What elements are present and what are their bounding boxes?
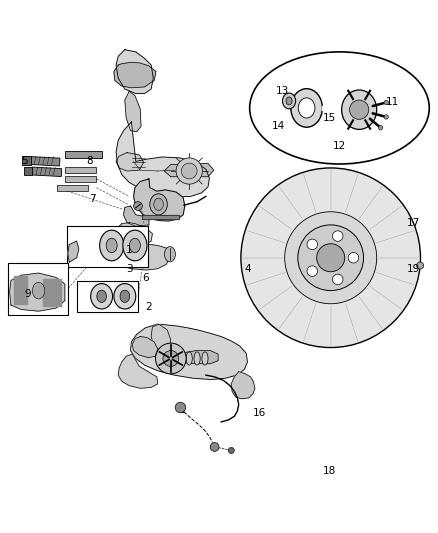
Polygon shape [125, 91, 141, 132]
Circle shape [307, 239, 318, 249]
Polygon shape [118, 354, 158, 388]
Circle shape [417, 262, 424, 269]
Ellipse shape [165, 247, 175, 262]
Ellipse shape [179, 352, 185, 365]
Ellipse shape [250, 52, 429, 164]
Ellipse shape [97, 290, 106, 302]
Bar [65, 167, 96, 173]
Text: 14: 14 [272, 122, 285, 131]
Bar [57, 184, 88, 191]
Ellipse shape [123, 230, 147, 261]
Polygon shape [14, 276, 27, 304]
Ellipse shape [298, 98, 315, 118]
Ellipse shape [202, 352, 208, 365]
Text: 18: 18 [323, 466, 336, 477]
Polygon shape [151, 324, 171, 351]
Polygon shape [10, 273, 65, 311]
Text: 5: 5 [21, 156, 28, 166]
Circle shape [175, 402, 186, 413]
Text: 6: 6 [142, 273, 149, 284]
Text: 17: 17 [407, 217, 420, 228]
Polygon shape [164, 164, 214, 177]
Polygon shape [124, 206, 149, 226]
Bar [30, 157, 60, 166]
Polygon shape [116, 122, 209, 197]
Ellipse shape [99, 230, 124, 261]
Circle shape [384, 100, 389, 104]
Circle shape [285, 212, 377, 304]
Text: 15: 15 [323, 114, 336, 124]
Circle shape [307, 266, 318, 277]
Circle shape [134, 201, 142, 211]
Circle shape [348, 253, 359, 263]
Polygon shape [118, 223, 152, 246]
Text: 13: 13 [276, 86, 289, 96]
Polygon shape [322, 106, 325, 110]
Circle shape [317, 244, 345, 272]
Polygon shape [231, 372, 255, 399]
Text: 19: 19 [407, 264, 420, 273]
Circle shape [163, 351, 179, 366]
Polygon shape [68, 241, 79, 262]
Circle shape [176, 158, 202, 184]
Circle shape [332, 231, 343, 241]
Polygon shape [134, 179, 185, 221]
Ellipse shape [194, 352, 200, 365]
Text: 9: 9 [24, 289, 31, 299]
Polygon shape [142, 215, 179, 219]
Polygon shape [43, 279, 61, 306]
Circle shape [332, 274, 343, 285]
Text: 12: 12 [333, 141, 346, 151]
Ellipse shape [120, 290, 130, 302]
Ellipse shape [154, 198, 163, 211]
Bar [77, 281, 138, 312]
Ellipse shape [32, 282, 45, 299]
Text: 4: 4 [244, 264, 251, 273]
Text: 8: 8 [86, 156, 93, 166]
Text: 2: 2 [145, 302, 152, 312]
Bar [24, 167, 32, 175]
Bar [32, 167, 62, 176]
Text: 11: 11 [385, 97, 399, 107]
Circle shape [228, 447, 234, 454]
Bar [8, 263, 68, 314]
Polygon shape [175, 351, 218, 364]
Polygon shape [131, 324, 247, 379]
Bar [67, 226, 148, 268]
Text: 7: 7 [88, 193, 95, 204]
Polygon shape [116, 152, 144, 171]
Bar [65, 176, 96, 182]
Polygon shape [132, 336, 158, 358]
Circle shape [181, 163, 197, 179]
Ellipse shape [291, 88, 322, 127]
Polygon shape [110, 243, 170, 270]
Circle shape [155, 343, 186, 374]
Circle shape [210, 442, 219, 451]
Bar [65, 151, 102, 158]
Text: 16: 16 [253, 408, 266, 418]
Ellipse shape [91, 284, 113, 309]
Circle shape [241, 168, 420, 348]
Bar [22, 156, 31, 165]
Text: 3: 3 [126, 264, 133, 274]
Ellipse shape [106, 238, 117, 253]
Ellipse shape [150, 194, 167, 215]
Circle shape [298, 225, 364, 290]
Ellipse shape [286, 97, 292, 105]
Ellipse shape [186, 352, 192, 365]
Circle shape [378, 126, 383, 130]
Polygon shape [114, 62, 156, 88]
Ellipse shape [114, 284, 136, 309]
Ellipse shape [130, 238, 140, 253]
Text: 1: 1 [126, 245, 133, 255]
Polygon shape [116, 50, 153, 93]
Ellipse shape [342, 90, 377, 130]
Circle shape [384, 115, 389, 119]
Ellipse shape [283, 93, 296, 109]
Circle shape [350, 100, 369, 119]
